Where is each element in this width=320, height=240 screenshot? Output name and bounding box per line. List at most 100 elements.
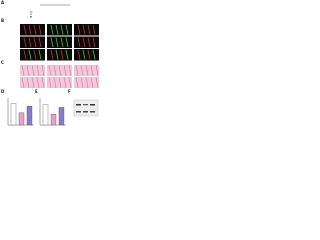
signal [77,37,81,48]
image-tile [20,65,45,76]
signal [28,37,32,48]
fiber [41,76,45,89]
fiber [26,76,30,89]
fiber [48,76,52,89]
fiber [75,64,79,77]
signal [82,24,86,35]
signal [28,24,32,35]
signal [87,49,91,60]
signal [50,37,54,48]
fiber [85,64,89,77]
bar [10,103,17,126]
fiber [68,64,72,77]
fiber [53,76,57,89]
signal [38,49,42,60]
panel-label: F [68,89,71,94]
fiber [90,64,94,77]
signal [60,37,64,48]
fiber [53,64,57,77]
fiber [41,64,45,77]
signal [77,24,81,35]
signal [65,24,69,35]
signal [50,49,54,60]
signal [23,49,27,60]
image-tile [74,49,99,61]
bar [58,107,65,126]
signal [77,49,81,60]
signal [60,49,64,60]
signal [50,24,54,35]
fiber [26,64,30,77]
legend-swatch [30,13,32,15]
image-tile [74,65,99,76]
fiber [80,76,84,89]
panel-label: D [1,89,5,94]
signal [55,37,59,48]
legend-swatch [30,16,32,18]
panel-label: B [1,18,4,23]
signal [82,37,86,48]
signal [33,24,37,35]
signal [87,37,91,48]
bar [26,105,33,126]
panel-label: E [35,89,38,94]
image-tile [74,77,99,88]
signal [23,24,27,35]
fiber [21,76,25,89]
fiber [63,76,67,89]
image-tile [47,49,72,61]
fiber [21,64,25,77]
bar [50,114,57,126]
image-tile [20,36,45,48]
signal [92,24,96,35]
signal [38,24,42,35]
panel-label: C [1,60,4,65]
fiber [36,76,40,89]
signal [33,49,37,60]
image-tile [47,24,72,36]
image-tile [20,77,45,88]
signal [87,24,91,35]
image-tile [47,36,72,48]
signal [23,37,27,48]
image-tile [20,49,45,61]
western-blot [73,99,99,117]
fiber [95,64,99,77]
fiber [95,76,99,89]
image-tile [74,24,99,36]
fiber [75,76,79,89]
fiber [80,64,84,77]
fiber [31,64,35,77]
signal [38,37,42,48]
histology-grid [20,64,99,89]
signal [65,37,69,48]
signal [55,49,59,60]
bar [42,104,49,126]
fiber [90,76,94,89]
fiber [63,64,67,77]
signal [33,37,37,48]
image-tile [20,24,45,36]
legend-swatch [29,10,33,13]
panel-label: A [1,0,5,5]
signal [28,49,32,60]
image-tile [47,65,72,76]
fluorescence-grid [20,24,99,61]
fiber [68,76,72,89]
signal [60,24,64,35]
fiber [48,64,52,77]
bar [18,112,25,126]
image-tile [74,36,99,48]
signal [55,24,59,35]
fiber [58,76,62,89]
fiber [58,64,62,77]
figure: A B C D E F [1,0,99,126]
fiber [31,76,35,89]
signal [65,49,69,60]
signal [92,37,96,48]
fiber [85,76,89,89]
signal [82,49,86,60]
image-tile [47,77,72,88]
signal [92,49,96,60]
fiber [36,64,40,77]
